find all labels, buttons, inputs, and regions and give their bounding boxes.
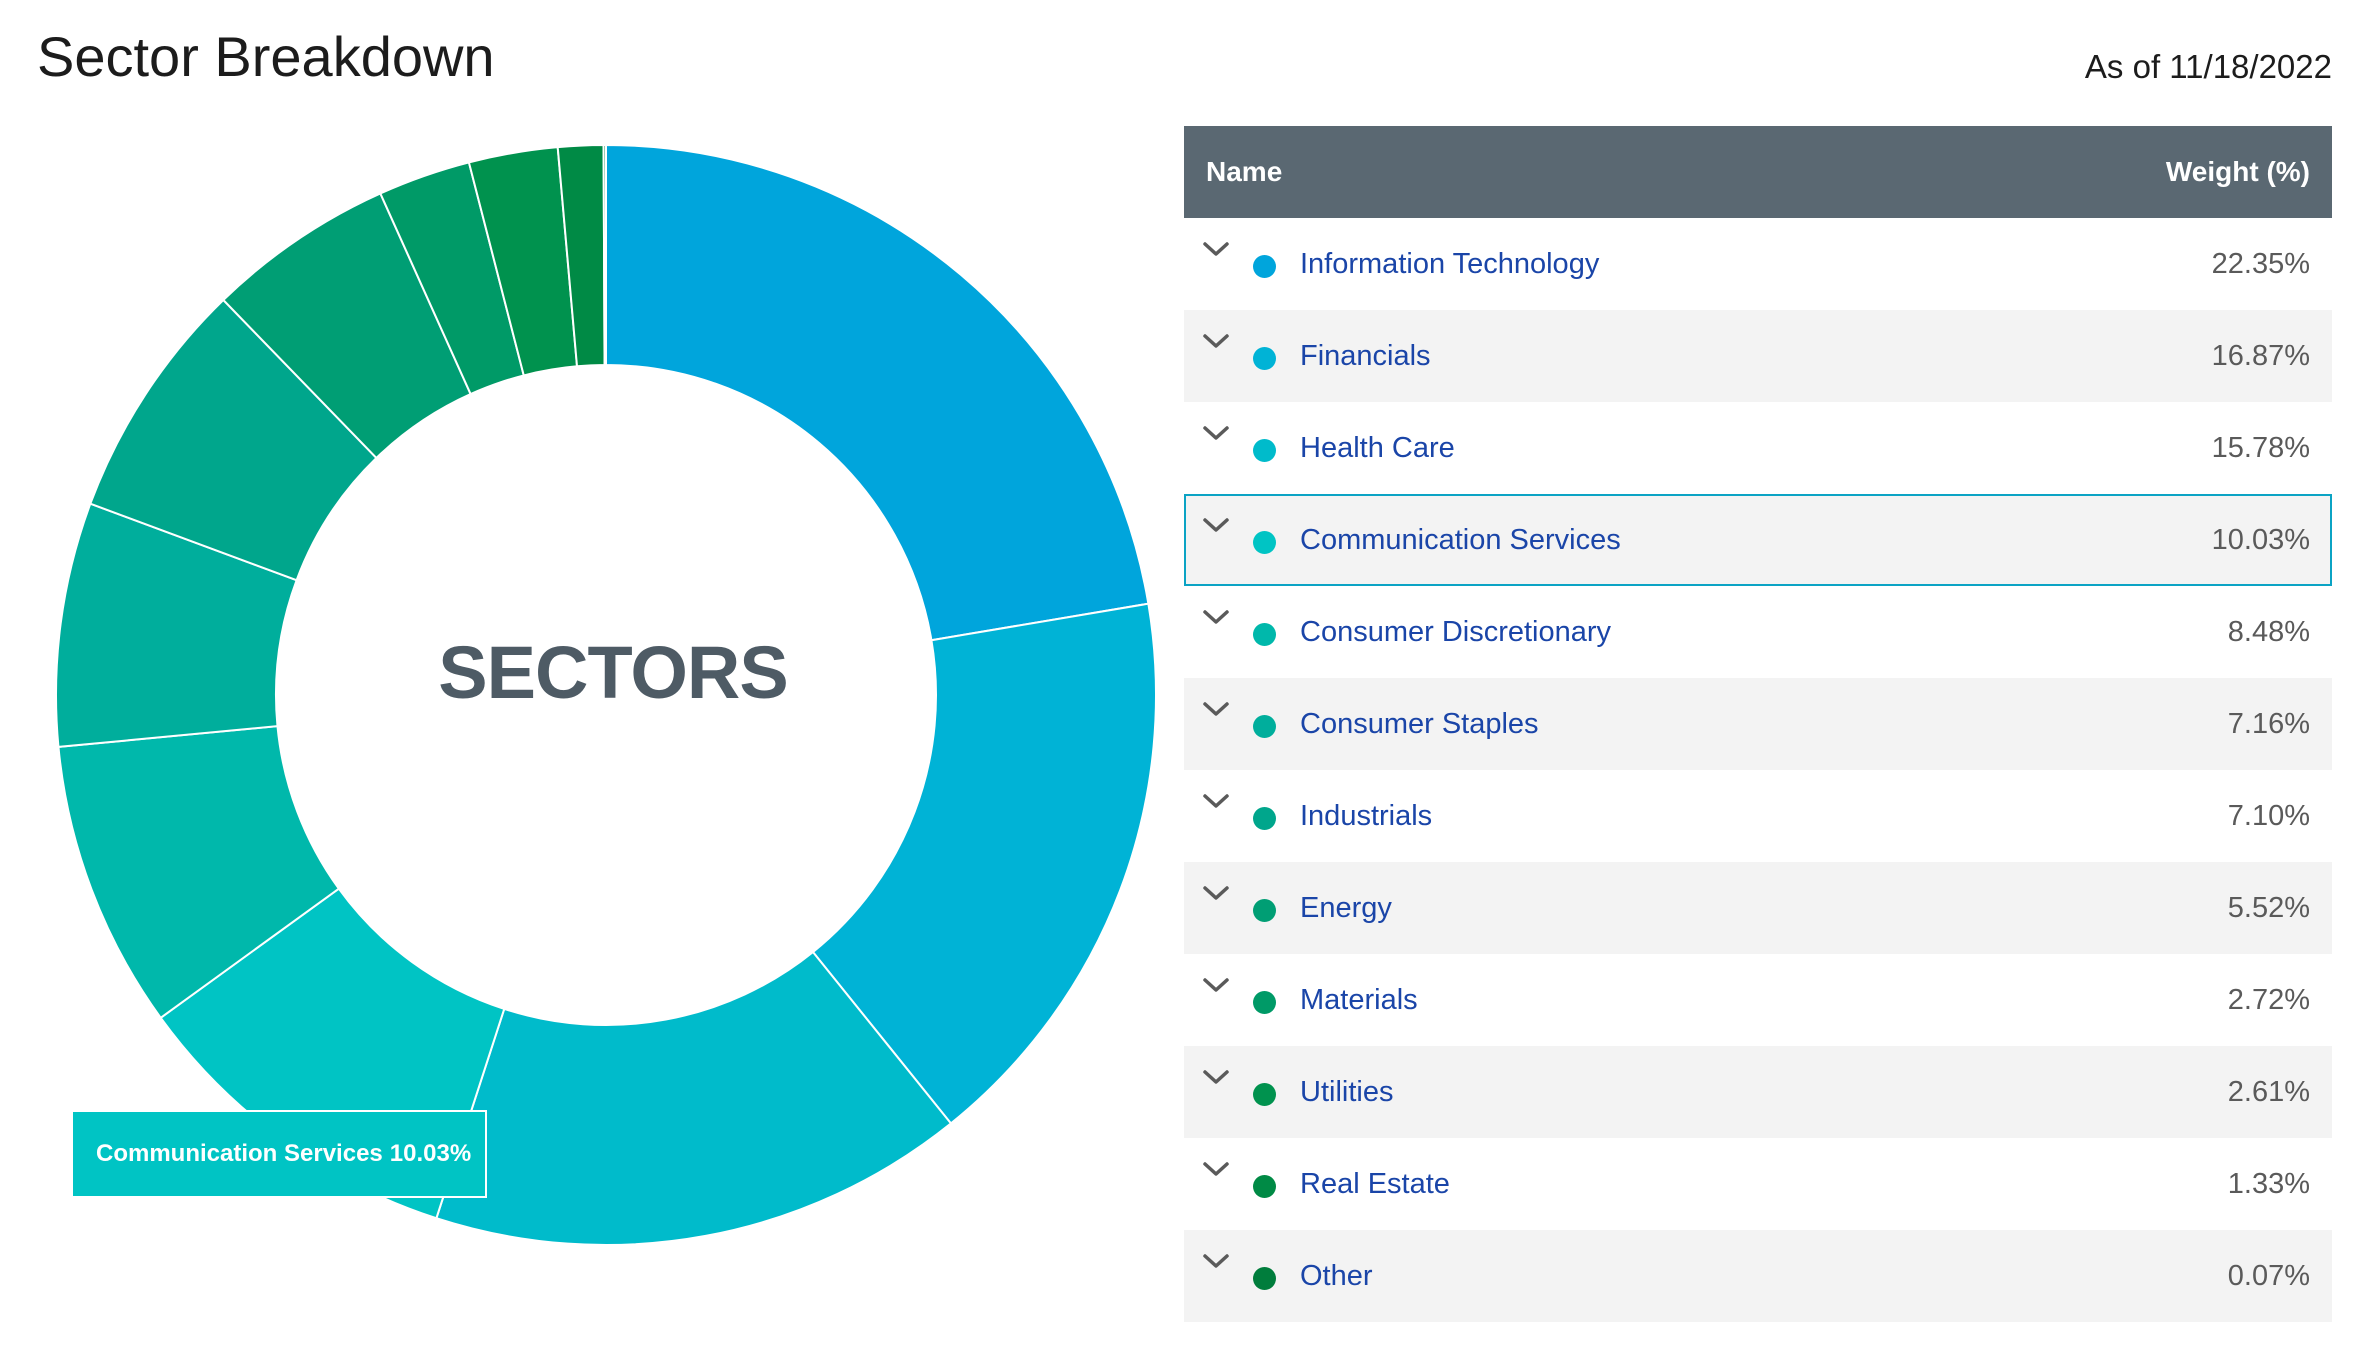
table-row[interactable]: Real Estate 1.33%: [1184, 1138, 2332, 1230]
chart-tooltip: Communication Services 10.03%: [71, 1110, 487, 1198]
chevron-down-icon[interactable]: [1202, 700, 1230, 718]
sector-weight: 7.10%: [2227, 800, 2310, 832]
table-row[interactable]: Energy 5.52%: [1184, 862, 2332, 954]
sector-name-link[interactable]: Energy: [1300, 892, 1392, 924]
chevron-down-icon[interactable]: [1202, 884, 1230, 902]
sector-color-dot: [1253, 807, 1276, 830]
sector-color-dot: [1253, 623, 1276, 646]
sector-name-link[interactable]: Real Estate: [1300, 1168, 1450, 1200]
table-row[interactable]: Financials 16.87%: [1184, 310, 2332, 402]
sector-weight: 15.78%: [2211, 432, 2310, 464]
donut-slices: [55, 143, 1157, 1246]
tooltip-sector-value: 10.03%: [389, 1140, 472, 1167]
sector-name-link[interactable]: Communication Services: [1300, 524, 1621, 556]
sector-weight: 10.03%: [2211, 524, 2310, 556]
donut-slice-financials[interactable]: [811, 602, 1157, 1125]
chevron-down-icon[interactable]: [1202, 1252, 1230, 1270]
chevron-down-icon[interactable]: [1202, 516, 1230, 534]
sector-weight: 5.52%: [2227, 892, 2310, 924]
chevron-down-icon[interactable]: [1202, 976, 1230, 994]
sector-name-link[interactable]: Other: [1300, 1260, 1373, 1292]
chevron-down-icon[interactable]: [1202, 332, 1230, 350]
chevron-down-icon[interactable]: [1202, 1160, 1230, 1178]
table-row[interactable]: Other 0.07%: [1184, 1230, 2332, 1322]
table-row[interactable]: Information Technology 22.35%: [1184, 218, 2332, 310]
donut-slice-health-care[interactable]: [435, 950, 953, 1246]
sector-color-dot: [1253, 531, 1276, 554]
sector-weight: 1.33%: [2227, 1168, 2310, 1200]
table-header: Name Weight (%): [1184, 126, 2332, 218]
table-row[interactable]: Consumer Discretionary 8.48%: [1184, 586, 2332, 678]
sector-color-dot: [1253, 347, 1276, 370]
sector-color-dot: [1253, 439, 1276, 462]
sector-table: Name Weight (%) Information Technology 22…: [1184, 126, 2332, 1322]
sector-color-dot: [1253, 899, 1276, 922]
sector-donut-chart: SECTORS: [55, 143, 1157, 1246]
sector-color-dot: [1253, 1175, 1276, 1198]
sector-name-link[interactable]: Materials: [1300, 984, 1418, 1016]
sector-color-dot: [1253, 255, 1276, 278]
sector-name-link[interactable]: Utilities: [1300, 1076, 1394, 1108]
donut-slice-information-technology[interactable]: [605, 143, 1150, 642]
table-row[interactable]: Health Care 15.78%: [1184, 402, 2332, 494]
header-name[interactable]: Name: [1206, 156, 1283, 187]
table-row[interactable]: Communication Services 10.03%: [1184, 494, 2332, 586]
table-row[interactable]: Utilities 2.61%: [1184, 1046, 2332, 1138]
sector-weight: 0.07%: [2227, 1260, 2310, 1292]
sector-name-link[interactable]: Financials: [1300, 340, 1431, 372]
chevron-down-icon[interactable]: [1202, 240, 1230, 258]
chevron-down-icon[interactable]: [1202, 792, 1230, 810]
table-row[interactable]: Industrials 7.10%: [1184, 770, 2332, 862]
sector-weight: 2.72%: [2227, 984, 2310, 1016]
sector-weight: 2.61%: [2227, 1076, 2310, 1108]
tooltip-sector-name: Communication Services: [96, 1140, 383, 1167]
sector-weight: 7.16%: [2227, 708, 2310, 740]
donut-slice-other[interactable]: [602, 143, 607, 367]
sector-weight: 8.48%: [2227, 616, 2310, 648]
table-row[interactable]: Consumer Staples 7.16%: [1184, 678, 2332, 770]
sector-name-link[interactable]: Consumer Staples: [1300, 708, 1539, 740]
sector-color-dot: [1253, 715, 1276, 738]
sector-color-dot: [1253, 1083, 1276, 1106]
sector-name-link[interactable]: Information Technology: [1300, 248, 1600, 280]
donut-center-label: SECTORS: [438, 631, 787, 714]
sector-name-link[interactable]: Consumer Discretionary: [1300, 616, 1612, 648]
chevron-down-icon[interactable]: [1202, 608, 1230, 626]
header-weight[interactable]: Weight (%): [2165, 156, 2310, 187]
sector-name-link[interactable]: Industrials: [1300, 800, 1433, 832]
sector-weight: 16.87%: [2211, 340, 2310, 372]
sector-color-dot: [1253, 1267, 1276, 1290]
chevron-down-icon[interactable]: [1202, 1068, 1230, 1086]
table-row[interactable]: Materials 2.72%: [1184, 954, 2332, 1046]
sector-weight: 22.35%: [2211, 248, 2310, 280]
page-title: Sector Breakdown: [37, 25, 495, 88]
sector-color-dot: [1253, 991, 1276, 1014]
as-of-date: As of 11/18/2022: [2084, 48, 2332, 85]
sector-name-link[interactable]: Health Care: [1300, 432, 1455, 464]
table-body: Information Technology 22.35% Financials 16…: [1184, 218, 2332, 1322]
chevron-down-icon[interactable]: [1202, 424, 1230, 442]
